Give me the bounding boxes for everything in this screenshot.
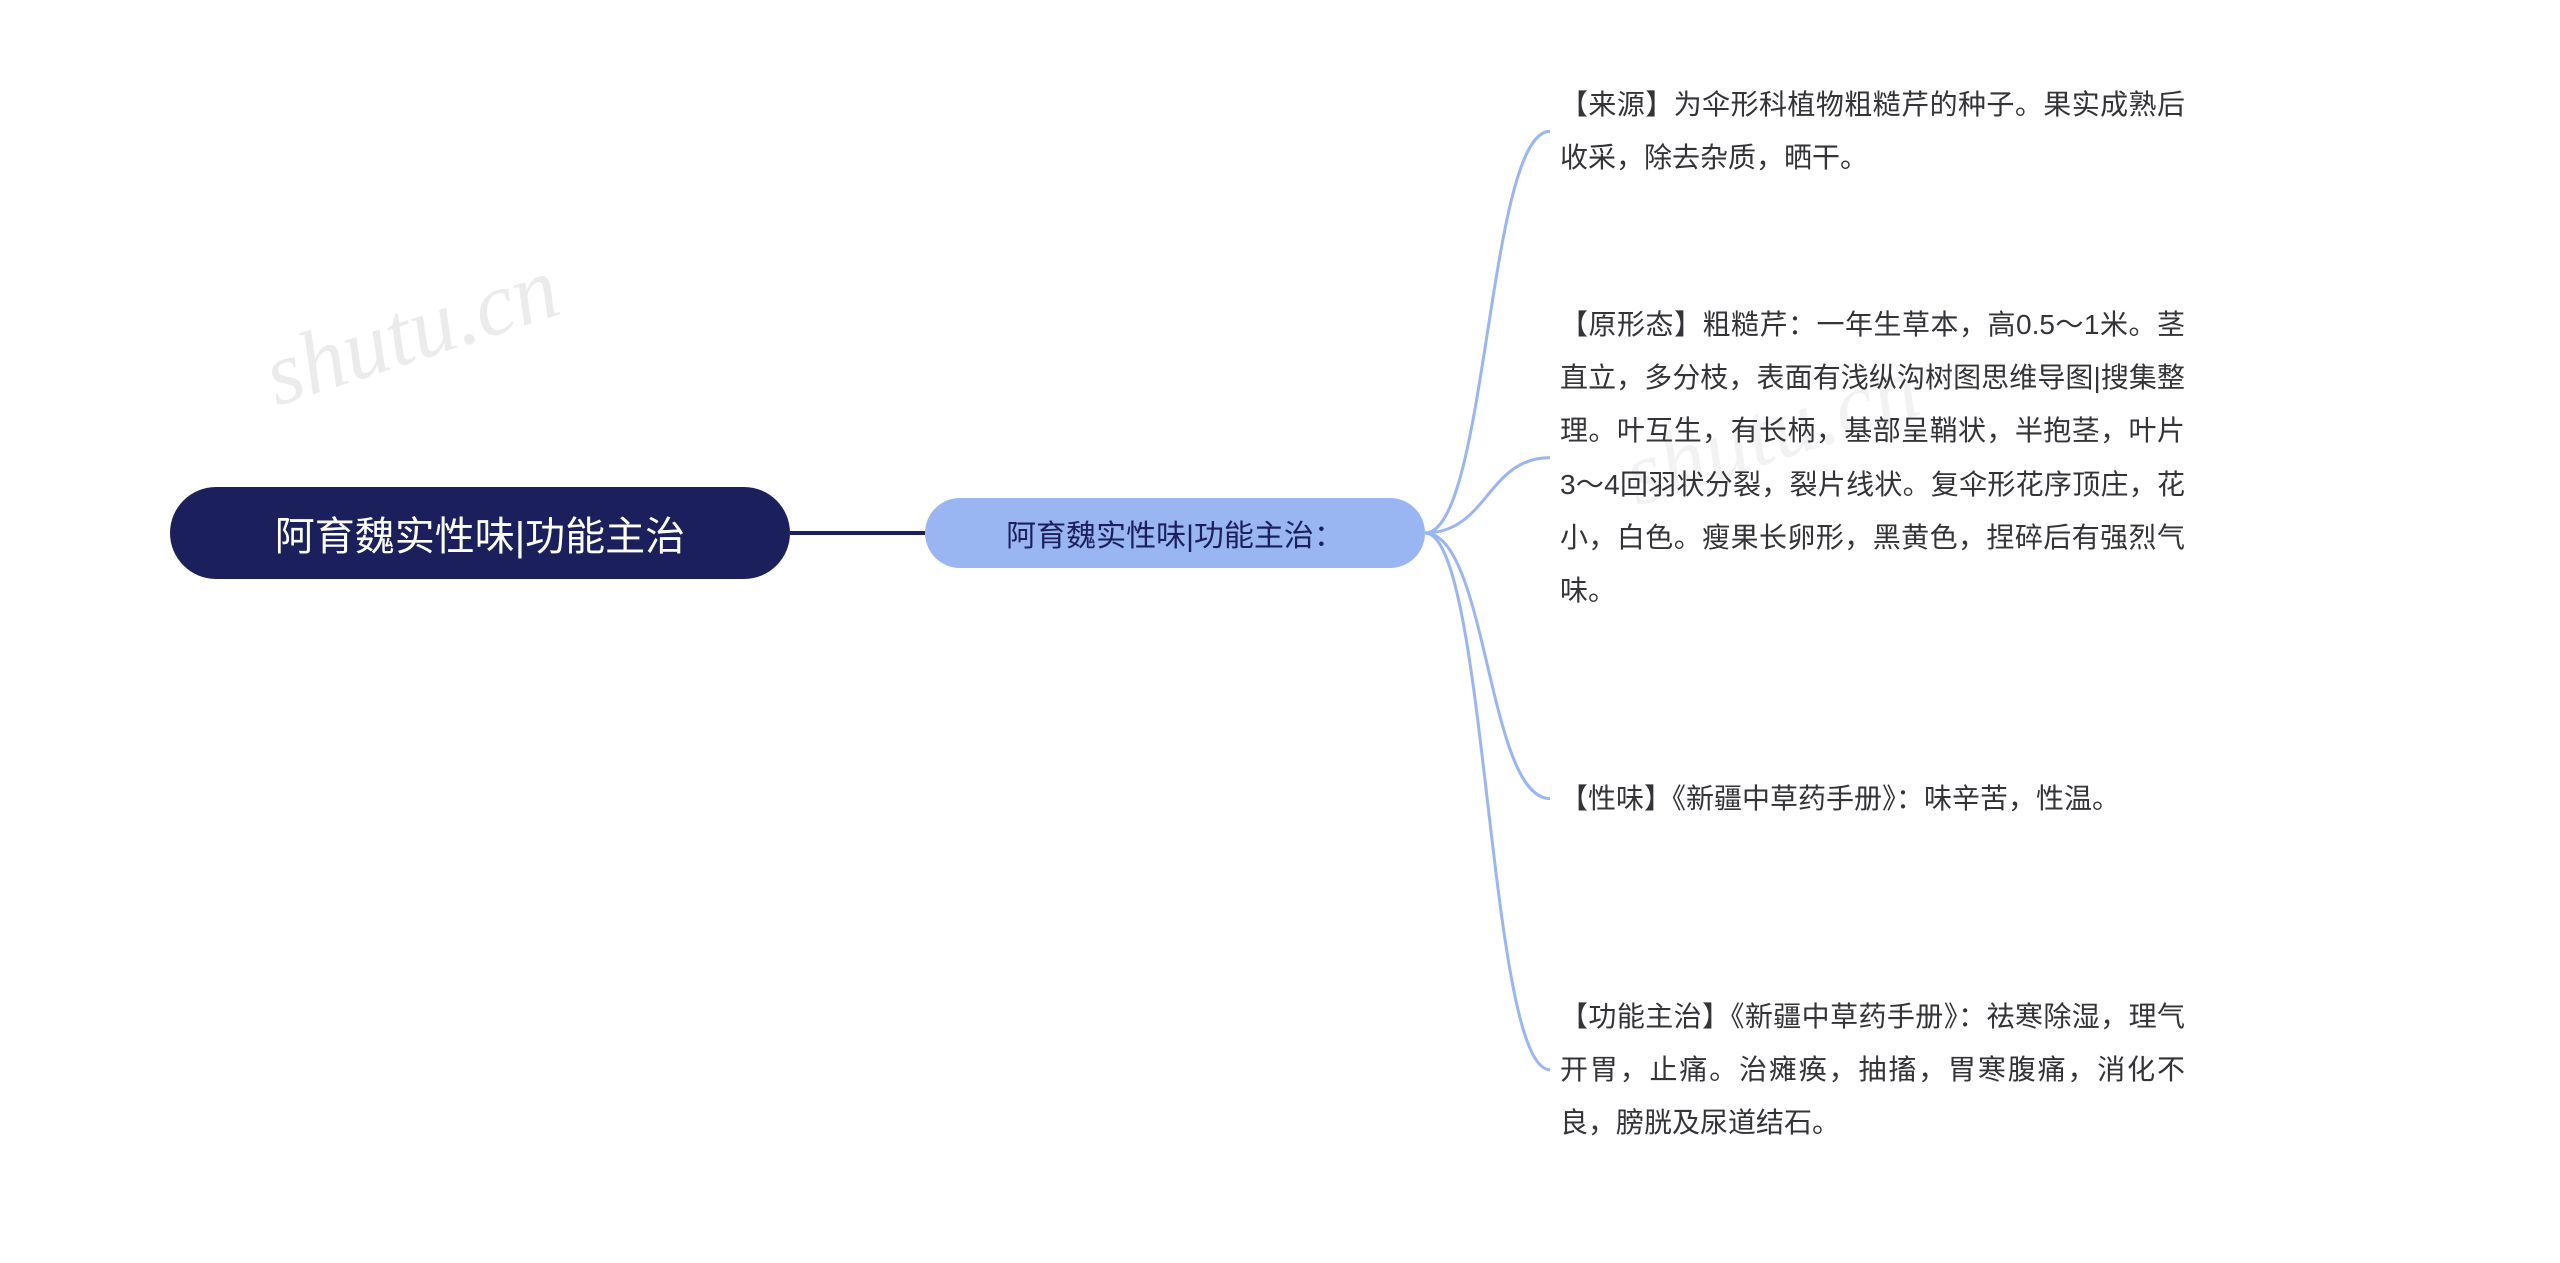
mindmap-canvas: shutu.cn shutu.cn 阿育魏实性味|功能主治 阿育魏实性味|功能主… [0,0,2560,1263]
mindmap-root-node[interactable]: 阿育魏实性味|功能主治 [170,487,790,579]
watermark: shutu.cn [251,236,571,427]
mindmap-leaf-node[interactable]: 【来源】为伞形科植物粗糙芹的种子。果实成熟后收采，除去杂质，晒干。 [1560,78,2185,184]
mindmap-sub-node[interactable]: 阿育魏实性味|功能主治： [925,498,1425,568]
leaf-text: 【原形态】粗糙芹：一年生草本，高0.5～1米。茎直立，多分枝，表面有浅纵沟树图思… [1560,309,2185,606]
leaf-text: 【来源】为伞形科植物粗糙芹的种子。果实成熟后收采，除去杂质，晒干。 [1560,89,2185,173]
mindmap-leaf-node[interactable]: 【原形态】粗糙芹：一年生草本，高0.5～1米。茎直立，多分枝，表面有浅纵沟树图思… [1560,298,2185,617]
leaf-text: 【功能主治】《新疆中草药手册》：祛寒除湿，理气开胃，止痛。治瘫痪，抽搐，胃寒腹痛… [1560,1001,2185,1138]
mindmap-leaf-node[interactable]: 【功能主治】《新疆中草药手册》：祛寒除湿，理气开胃，止痛。治瘫痪，抽搐，胃寒腹痛… [1560,990,2185,1150]
leaf-text: 【性味】《新疆中草药手册》：味辛苦，性温。 [1560,783,2120,814]
mindmap-leaf-node[interactable]: 【性味】《新疆中草药手册》：味辛苦，性温。 [1560,772,2185,825]
root-label: 阿育魏实性味|功能主治 [275,504,685,562]
sub-label: 阿育魏实性味|功能主治： [1006,511,1344,555]
